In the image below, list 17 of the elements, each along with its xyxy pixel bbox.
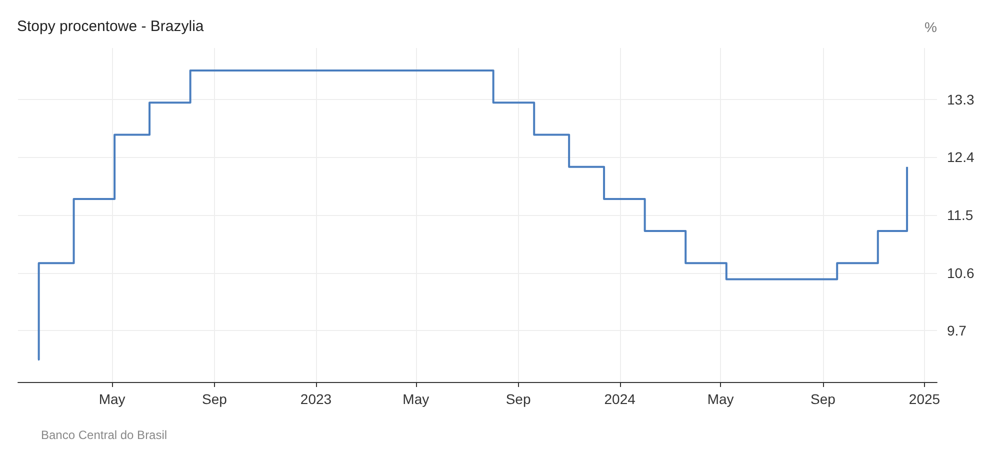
y-tick-label: 10.6 (947, 264, 974, 281)
x-tick-label: Sep (202, 391, 228, 407)
y-tick-label: 11.5 (947, 207, 974, 223)
y-tick-label: 12.4 (947, 149, 974, 166)
x-tick-label: May (402, 391, 430, 407)
x-tick-label: May (707, 391, 734, 407)
x-tick-label: 2024 (604, 391, 636, 407)
x-tick-label: Sep (506, 391, 531, 407)
text: Banco Central do Brasil (41, 428, 168, 442)
chart-title: Stopy procentowe - Brazylia (17, 18, 204, 35)
x-tick-label: 2023 (300, 391, 332, 407)
y-axis-title: % (924, 19, 937, 35)
x-tick-label: 2025 (908, 391, 940, 407)
y-tick-label: 9.7 (947, 322, 967, 339)
x-tick-label: May (98, 391, 126, 407)
x-tick-label: Sep (810, 391, 836, 407)
y-tick-label: 13.3 (947, 91, 974, 108)
